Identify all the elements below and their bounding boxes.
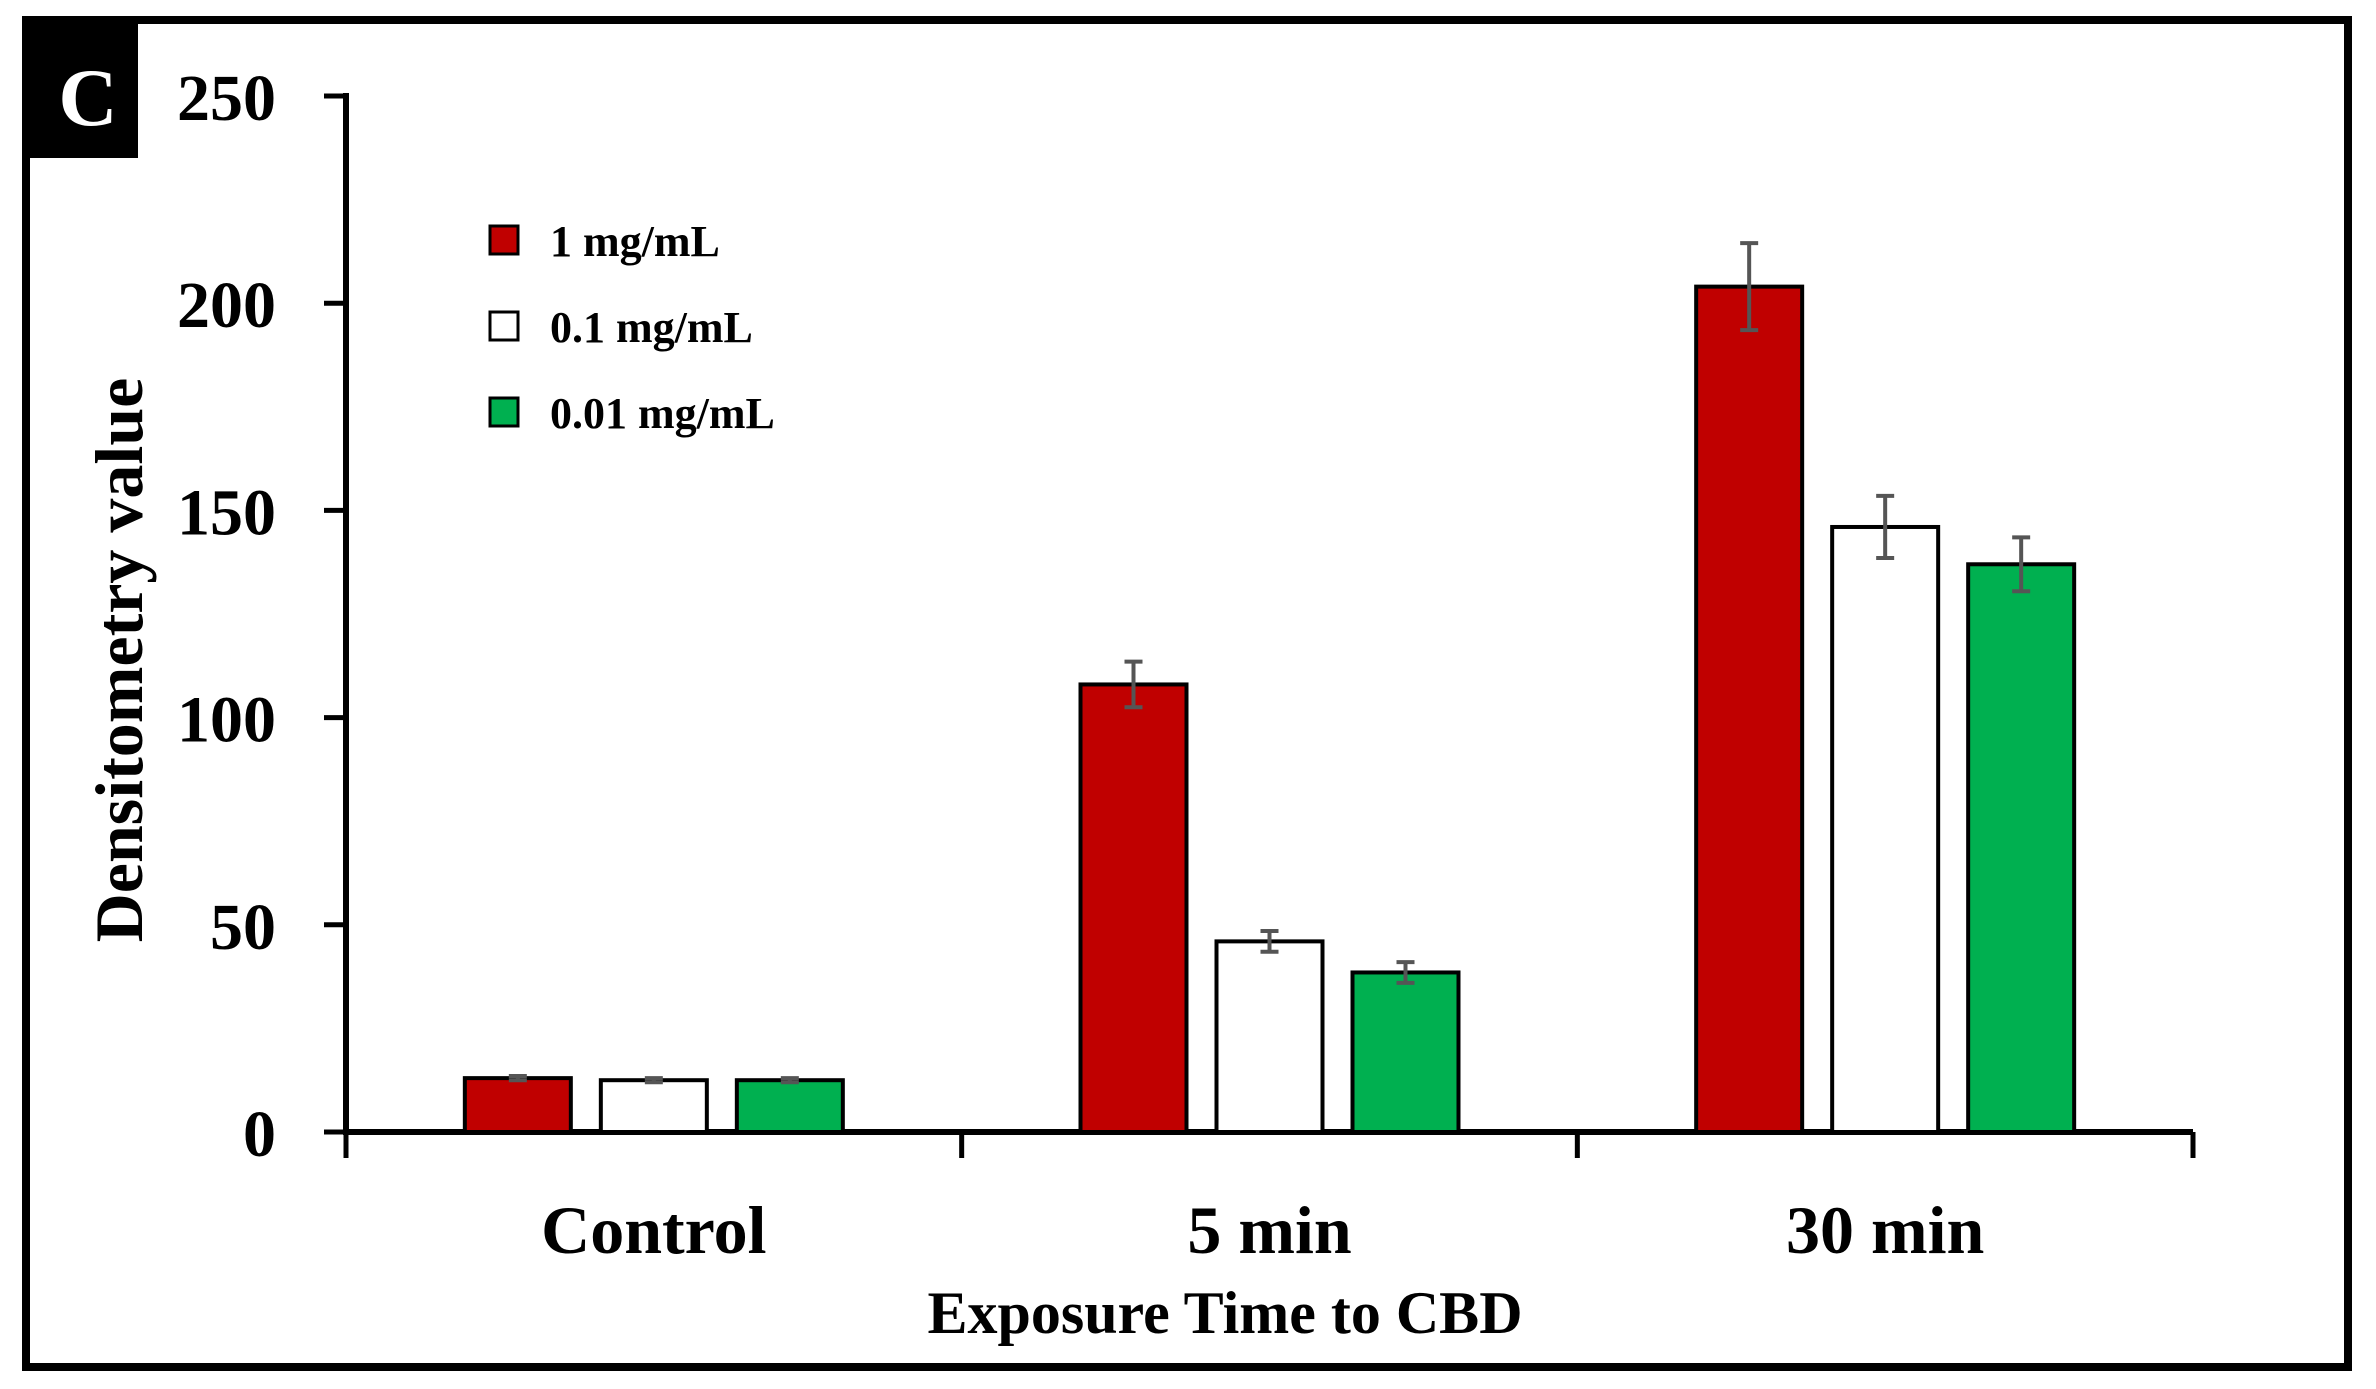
error-bar bbox=[508, 1074, 527, 1083]
legend-swatch bbox=[488, 310, 520, 342]
y-tick-label: 0 bbox=[243, 1098, 276, 1171]
x-category-label: Control bbox=[541, 1192, 766, 1268]
error-bar bbox=[2012, 535, 2031, 594]
y-tick-label: 150 bbox=[177, 476, 276, 549]
error-bar bbox=[1396, 960, 1415, 985]
error-bar bbox=[1124, 659, 1143, 710]
error-bar bbox=[1876, 493, 1895, 561]
x-axis-title: Exposure Time to CBD bbox=[927, 1280, 1522, 1346]
bar-2-1 bbox=[598, 1078, 709, 1134]
bar-1-2 bbox=[1078, 682, 1189, 1134]
bar-2-2 bbox=[1214, 939, 1325, 1134]
panel-label: C bbox=[58, 52, 117, 143]
error-bar bbox=[1740, 241, 1759, 333]
error-bar bbox=[1260, 929, 1279, 954]
y-tick-label: 50 bbox=[210, 891, 276, 964]
y-tick-label: 200 bbox=[177, 269, 276, 342]
panel-label-box bbox=[26, 20, 138, 158]
bar-1-1 bbox=[462, 1076, 573, 1135]
legend-label: 0.01 mg/mL bbox=[550, 389, 775, 438]
legend-label: 0.1 mg/mL bbox=[550, 303, 753, 352]
bar-3-3 bbox=[1966, 562, 2077, 1134]
error-bar bbox=[780, 1076, 799, 1085]
y-axis-title: Densitometry value bbox=[81, 378, 157, 943]
bar-3-1 bbox=[734, 1078, 845, 1134]
legend-swatch bbox=[488, 224, 520, 256]
x-category-label: 5 min bbox=[1187, 1192, 1351, 1268]
bar-1-3 bbox=[1694, 284, 1805, 1134]
error-bar bbox=[644, 1076, 663, 1085]
y-tick-label: 250 bbox=[177, 62, 276, 135]
legend-label: 1 mg/mL bbox=[550, 217, 720, 266]
bar-2-3 bbox=[1830, 524, 1941, 1134]
x-category-label: 30 min bbox=[1786, 1192, 1984, 1268]
legend-swatch bbox=[488, 396, 520, 428]
bar-3-2 bbox=[1350, 970, 1461, 1134]
y-tick-label: 100 bbox=[177, 684, 276, 757]
